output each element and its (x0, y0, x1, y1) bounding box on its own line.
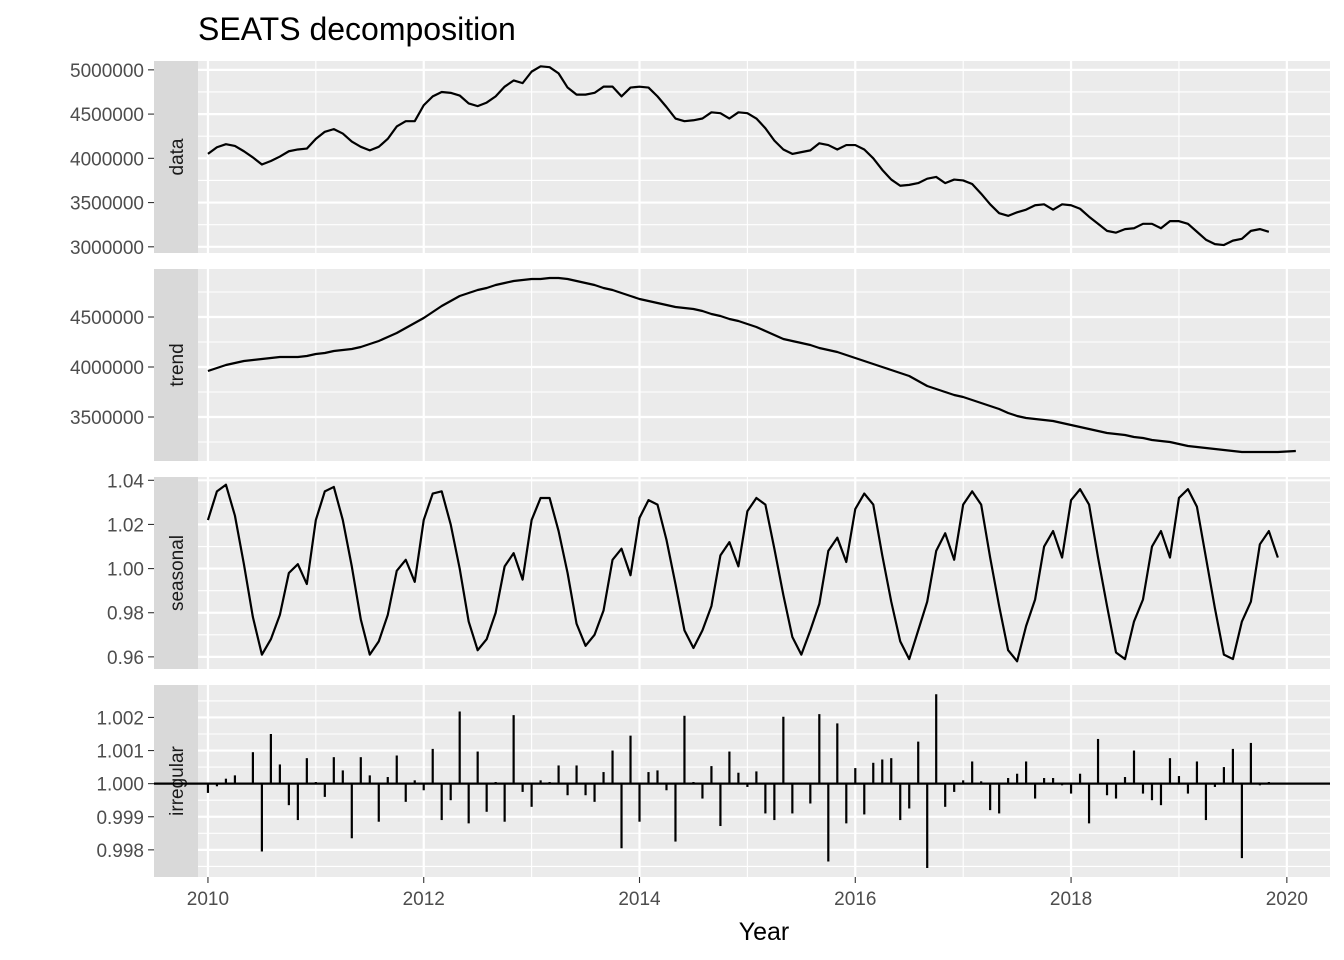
y-tick-label: 1.02 (107, 515, 144, 536)
x-tick-label: 2010 (187, 889, 229, 910)
facet-label-trend: trend (167, 343, 188, 386)
panel-trend: 3500000 4000000 4500000 trend (70, 269, 1330, 461)
y-tick-label: 1.001 (96, 742, 144, 763)
facet-strip (154, 477, 198, 669)
facet-strip (154, 269, 198, 461)
y-tick-label: 1.002 (96, 708, 144, 729)
y-tick-label: 1.04 (107, 471, 144, 492)
y-tick-label: 0.998 (96, 841, 144, 862)
facet-label-data: data (167, 138, 188, 175)
y-tick-label: 3500000 (70, 194, 144, 215)
y-tick-label: 1.000 (96, 775, 144, 796)
panels-layer: 30000003500000400000045000005000000data3… (70, 61, 1330, 877)
y-tick-label: 4500000 (70, 105, 144, 126)
panel-seasonal: 0.96 0.98 1.00 1.02 1.04 seasonal (107, 471, 1330, 669)
y-tick-label: 0.98 (107, 604, 144, 625)
y-tick-label: 5000000 (70, 61, 144, 82)
chart-title: SEATS decomposition (198, 11, 516, 47)
panel-background (154, 269, 1330, 461)
panel-irregular: 0.998 0.999 1.000 1.001 1.002 irregular (96, 685, 1330, 877)
series-line-trend (207, 276, 1296, 454)
x-tick-label: 2018 (1050, 889, 1092, 910)
facet-strip (154, 61, 198, 253)
panel-data: 3000000 3500000 4000000 4500000 5000000 data (70, 61, 1330, 259)
y-tick-label: 3500000 (70, 408, 144, 429)
facet-label-seasonal: seasonal (167, 535, 188, 611)
panel-background (154, 685, 1330, 877)
facet-strip (154, 685, 198, 877)
panel-background (154, 61, 1330, 253)
y-tick-label: 1.00 (107, 560, 144, 581)
x-axis-title: Year (739, 918, 790, 946)
y-tick-label: 0.96 (107, 648, 144, 669)
x-tick-label: 2012 (403, 889, 445, 910)
y-tick-label: 4500000 (70, 308, 144, 329)
y-tick-label: 3000000 (70, 238, 144, 259)
panel-background (154, 477, 1330, 669)
y-tick-label: 0.999 (96, 808, 144, 829)
y-tick-label: 4000000 (70, 149, 144, 170)
x-tick-label: 2016 (834, 889, 876, 910)
series-line-seasonal (206, 483, 1279, 663)
series-line-data (207, 65, 1270, 247)
x-axis: 2010 2012 2014 2016 2018 2020 (187, 877, 1308, 910)
y-tick-label: 4000000 (70, 358, 144, 379)
facet-label-irregular: irregular (167, 745, 188, 815)
x-tick-label: 2020 (1266, 889, 1308, 910)
x-tick-label: 2014 (618, 889, 661, 910)
